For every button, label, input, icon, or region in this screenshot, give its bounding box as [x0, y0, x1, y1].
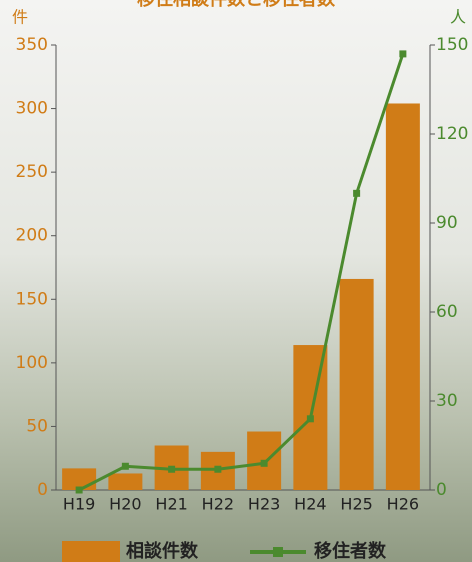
y-tick-label: 200	[16, 226, 48, 246]
x-tick-label: H26	[387, 495, 419, 514]
y-tick-label: 0	[37, 480, 48, 500]
legend-label: 相談件数	[126, 540, 199, 562]
line-marker	[307, 415, 314, 422]
y-tick-label: 50	[26, 416, 48, 436]
line-marker	[214, 466, 221, 473]
y2-tick-label: 150	[436, 35, 468, 55]
x-tick-label: H20	[109, 495, 141, 514]
line-marker	[168, 466, 175, 473]
x-tick-label: H25	[340, 495, 372, 514]
x-tick-label: H21	[155, 495, 187, 514]
bar	[386, 103, 420, 490]
line-marker	[76, 487, 83, 494]
x-tick-label: H19	[63, 495, 95, 514]
legend-label: 移住者数	[314, 540, 387, 562]
y2-tick-label: 30	[436, 391, 458, 411]
y2-tick-label: 120	[436, 124, 468, 144]
y-tick-label: 300	[16, 99, 48, 119]
y-tick-label: 350	[16, 35, 48, 55]
x-tick-label: H23	[248, 495, 280, 514]
y2-axis-label: 人	[450, 8, 466, 27]
line-marker	[261, 460, 268, 467]
y2-tick-label: 90	[436, 213, 458, 233]
line-marker	[353, 190, 360, 197]
y-tick-label: 100	[16, 353, 48, 373]
line-marker	[122, 463, 129, 470]
legend-swatch	[62, 541, 120, 562]
line-marker	[399, 50, 406, 57]
bar	[340, 279, 374, 490]
legend-marker	[273, 547, 283, 557]
x-tick-label: H24	[294, 495, 326, 514]
chart-title: 移住相談件数と移住者数	[137, 0, 336, 10]
y-tick-label: 150	[16, 289, 48, 309]
y-tick-label: 250	[16, 162, 48, 182]
bar	[108, 473, 142, 490]
y-axis-label: 件	[12, 8, 28, 27]
chart: 移住相談件数と移住者数 件 人 0 50 100 150 200 250 300 350 0 30…	[0, 0, 472, 562]
x-tick-label: H22	[202, 495, 234, 514]
y2-tick-label: 0	[436, 480, 447, 500]
y2-tick-label: 60	[436, 302, 458, 322]
